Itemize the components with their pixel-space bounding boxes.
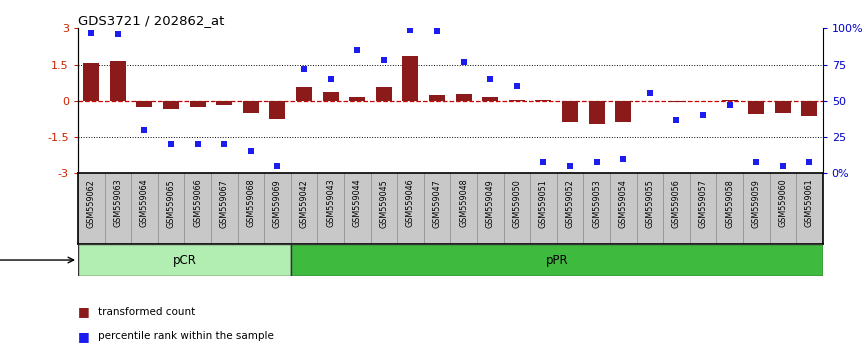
Text: GSM559064: GSM559064 — [140, 179, 149, 227]
Text: GSM559061: GSM559061 — [805, 179, 814, 227]
Point — [563, 163, 577, 169]
Point — [456, 59, 470, 64]
Point — [84, 30, 98, 35]
Bar — [562, 101, 578, 122]
Bar — [296, 87, 312, 101]
Text: GSM559067: GSM559067 — [220, 179, 229, 228]
Point — [350, 47, 364, 53]
Bar — [376, 87, 391, 101]
Bar — [163, 101, 179, 109]
Text: GSM559043: GSM559043 — [326, 179, 335, 227]
Text: GSM559057: GSM559057 — [699, 179, 708, 228]
Bar — [775, 101, 791, 113]
Text: GSM559052: GSM559052 — [565, 179, 574, 228]
Point — [536, 159, 551, 164]
Text: pCR: pCR — [172, 253, 197, 267]
Point — [776, 163, 790, 169]
Bar — [242, 101, 259, 113]
Text: ■: ■ — [78, 305, 90, 318]
Bar — [216, 101, 232, 105]
Bar — [83, 63, 100, 101]
Text: GSM559054: GSM559054 — [618, 179, 628, 228]
Text: GDS3721 / 202862_at: GDS3721 / 202862_at — [78, 14, 224, 27]
Point — [643, 91, 656, 96]
Bar — [482, 97, 498, 101]
Bar — [748, 101, 764, 114]
Point — [191, 141, 204, 147]
Point — [377, 57, 391, 63]
Text: pPR: pPR — [546, 253, 568, 267]
Point — [138, 127, 152, 132]
Point — [164, 141, 178, 147]
Text: transformed count: transformed count — [98, 307, 195, 316]
Text: GSM559045: GSM559045 — [379, 179, 388, 228]
Text: GSM559048: GSM559048 — [459, 179, 469, 227]
Bar — [190, 101, 205, 108]
Text: GSM559062: GSM559062 — [87, 179, 96, 228]
Text: GSM559069: GSM559069 — [273, 179, 282, 228]
Point — [669, 117, 683, 122]
Point — [270, 163, 284, 169]
Point — [803, 159, 817, 164]
Point — [722, 102, 736, 108]
Point — [404, 27, 417, 33]
Point — [696, 112, 710, 118]
Text: GSM559053: GSM559053 — [592, 179, 601, 228]
Point — [217, 141, 231, 147]
Bar — [137, 101, 152, 108]
Point — [749, 159, 763, 164]
Bar — [291, 244, 823, 276]
Text: GSM559060: GSM559060 — [779, 179, 787, 227]
Bar — [429, 96, 445, 101]
Text: GSM559056: GSM559056 — [672, 179, 681, 228]
Text: percentile rank within the sample: percentile rank within the sample — [98, 331, 274, 341]
Bar — [269, 101, 286, 119]
Bar — [78, 244, 291, 276]
Bar — [535, 99, 552, 101]
Text: GSM559068: GSM559068 — [246, 179, 255, 227]
Text: GSM559065: GSM559065 — [166, 179, 176, 228]
Text: ■: ■ — [78, 330, 90, 343]
Text: GSM559051: GSM559051 — [539, 179, 548, 228]
Point — [297, 66, 311, 72]
Text: GSM559044: GSM559044 — [352, 179, 362, 227]
Bar — [349, 97, 365, 101]
Bar — [669, 101, 684, 102]
Bar — [589, 101, 604, 124]
Text: GSM559047: GSM559047 — [432, 179, 442, 228]
Point — [244, 149, 258, 154]
Text: GSM559042: GSM559042 — [300, 179, 308, 228]
Bar — [323, 92, 339, 101]
Text: GSM559066: GSM559066 — [193, 179, 202, 227]
Bar — [456, 94, 472, 101]
Text: GSM559050: GSM559050 — [513, 179, 521, 228]
Bar — [801, 101, 818, 116]
Text: GSM559063: GSM559063 — [113, 179, 122, 227]
Point — [430, 28, 444, 34]
Text: GSM559046: GSM559046 — [406, 179, 415, 227]
Bar — [403, 56, 418, 101]
Text: GSM559049: GSM559049 — [486, 179, 494, 228]
Text: GSM559058: GSM559058 — [725, 179, 734, 228]
Bar — [615, 101, 631, 122]
Point — [483, 76, 497, 82]
Bar — [642, 101, 658, 102]
Point — [510, 84, 524, 89]
Point — [590, 159, 604, 164]
Bar — [110, 61, 126, 101]
Text: GSM559055: GSM559055 — [645, 179, 655, 228]
Bar — [721, 99, 738, 101]
Point — [324, 76, 338, 82]
Point — [617, 156, 630, 161]
Bar — [509, 99, 525, 101]
Point — [111, 31, 125, 37]
Text: GSM559059: GSM559059 — [752, 179, 760, 228]
